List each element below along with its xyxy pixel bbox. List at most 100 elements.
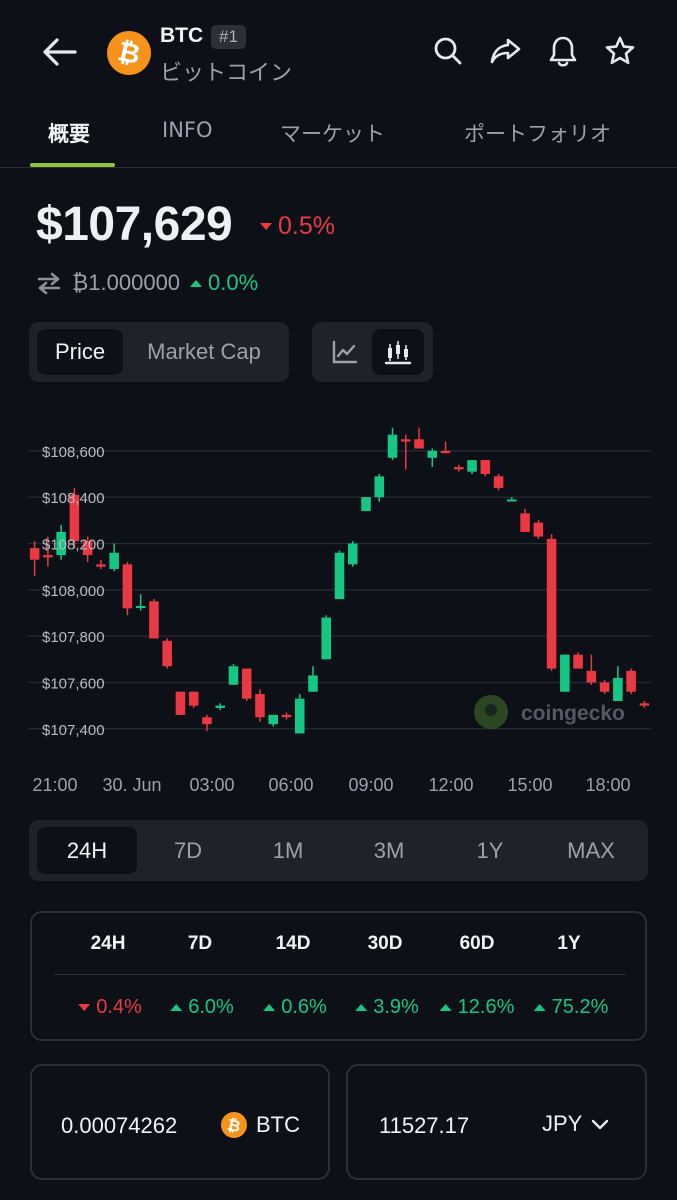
caret-down-icon bbox=[260, 223, 272, 230]
fiat-converter-field[interactable]: 11527.17 JPY bbox=[346, 1064, 647, 1180]
perf-value-1y: 75.2% bbox=[533, 996, 608, 1019]
price-toggle-button[interactable]: Price bbox=[37, 329, 123, 375]
candle-body bbox=[202, 717, 212, 725]
x-tick-label: 03:00 bbox=[189, 775, 234, 795]
candle-body bbox=[135, 606, 146, 609]
candle-body bbox=[228, 666, 239, 685]
tab-markets[interactable]: マーケット bbox=[280, 122, 385, 146]
btc-change-value: 0.0% bbox=[208, 270, 259, 295]
perf-label-60d: 60D bbox=[459, 933, 495, 954]
bitcoin-logo-icon: ₿ bbox=[107, 31, 151, 75]
active-tab-indicator bbox=[30, 163, 115, 167]
candle-body bbox=[440, 450, 451, 454]
price-change-value: 0.5% bbox=[278, 212, 335, 240]
swap-arrows-icon[interactable] bbox=[36, 271, 62, 295]
candle-body bbox=[546, 538, 557, 669]
perf-label-30d: 30D bbox=[367, 933, 403, 954]
tab-bar: 概要 INFO マーケット ポートフォリオ bbox=[0, 106, 677, 168]
x-tick-label: 06:00 bbox=[268, 775, 313, 795]
tab-portfolio[interactable]: ポートフォリオ bbox=[464, 122, 611, 146]
share-icon bbox=[490, 38, 521, 64]
candle-body bbox=[29, 548, 40, 560]
fiat-unit-label: JPY bbox=[542, 1111, 583, 1136]
candle-body bbox=[361, 497, 371, 512]
candle-body bbox=[639, 703, 650, 706]
candle-body bbox=[82, 541, 93, 556]
candle-body bbox=[255, 694, 265, 718]
back-button[interactable] bbox=[38, 32, 82, 72]
candlestick-icon bbox=[384, 341, 412, 365]
candle-body bbox=[626, 670, 636, 692]
candlestick-chart-button[interactable] bbox=[372, 329, 424, 375]
candle-body bbox=[162, 640, 172, 667]
candle-body bbox=[281, 714, 292, 718]
y-tick-label: $108,600 bbox=[42, 444, 105, 461]
rank-badge: #1 bbox=[211, 25, 246, 49]
share-button[interactable] bbox=[488, 33, 524, 69]
candle-body bbox=[308, 675, 318, 692]
range-7d-button[interactable]: 7D bbox=[173, 837, 203, 863]
candle-body bbox=[149, 601, 159, 639]
perf-label-24h: 24H bbox=[90, 933, 126, 954]
svg-text:₿: ₿ bbox=[226, 1116, 243, 1136]
current-price: $107,629 bbox=[36, 198, 233, 251]
candle-body bbox=[480, 460, 491, 475]
caret-up-icon bbox=[190, 279, 203, 287]
bell-icon bbox=[549, 36, 577, 67]
watermark-text: coingecko bbox=[521, 702, 625, 725]
caret-up-icon bbox=[439, 1004, 452, 1011]
candlestick-chart: coingecko $108,600 $108,400 $108,200 $108,0… bbox=[28, 427, 651, 795]
candle-body bbox=[188, 691, 199, 706]
crypto-amount-input[interactable]: 0.00074262 bbox=[61, 1113, 178, 1138]
perf-label-1y: 1Y bbox=[557, 933, 581, 954]
metric-toggle: Price Market Cap bbox=[29, 322, 289, 382]
candle-body bbox=[599, 682, 610, 692]
candle-body bbox=[467, 460, 477, 472]
candle-body bbox=[586, 670, 597, 683]
x-tick-label: 18:00 bbox=[585, 775, 630, 795]
candle-body bbox=[454, 467, 464, 470]
range-1y-button[interactable]: 1Y bbox=[476, 837, 504, 863]
perf-value-60d: 12.6% bbox=[439, 996, 514, 1019]
caret-up-icon bbox=[533, 1004, 546, 1011]
coin-symbol: BTC bbox=[160, 24, 204, 47]
candle-body bbox=[321, 617, 332, 660]
range-1m-button[interactable]: 1M bbox=[272, 837, 304, 863]
candle-body bbox=[573, 654, 583, 669]
time-range-selector: 24H 7D 1M 3M 1Y MAX bbox=[29, 820, 648, 881]
caret-up-icon bbox=[355, 1004, 368, 1011]
price-chart[interactable]: coingecko $108,600 $108,400 $108,200 $108,0… bbox=[0, 400, 677, 810]
line-chart-icon bbox=[332, 340, 358, 364]
crypto-converter-field[interactable]: 0.00074262 ₿ BTC bbox=[30, 1064, 330, 1180]
candle-body bbox=[241, 668, 252, 699]
x-tick-label: 09:00 bbox=[348, 775, 393, 795]
y-tick-label: $107,400 bbox=[42, 722, 105, 739]
line-chart-button[interactable] bbox=[319, 329, 371, 375]
fiat-amount-input[interactable]: 11527.17 bbox=[379, 1113, 470, 1138]
candle-body bbox=[414, 439, 424, 449]
candle-body bbox=[507, 499, 517, 502]
perf-value-14d: 0.6% bbox=[263, 996, 327, 1019]
candle-body bbox=[56, 531, 66, 556]
candle-body bbox=[401, 439, 411, 442]
fiat-currency-select[interactable]: JPY bbox=[542, 1111, 610, 1137]
candle-body bbox=[347, 543, 358, 565]
candle-body bbox=[387, 434, 398, 458]
crypto-unit-label: BTC bbox=[256, 1112, 300, 1137]
favorite-button[interactable] bbox=[602, 33, 638, 69]
caret-down-icon bbox=[78, 1004, 91, 1011]
search-button[interactable] bbox=[430, 33, 466, 69]
tab-info[interactable]: INFO bbox=[162, 118, 213, 142]
perf-label-7d: 7D bbox=[187, 933, 213, 954]
market-cap-toggle-button[interactable]: Market Cap bbox=[147, 339, 261, 364]
candle-body bbox=[294, 698, 305, 734]
tab-overview[interactable]: 概要 bbox=[48, 122, 90, 146]
alert-button[interactable] bbox=[545, 33, 581, 69]
candle-body bbox=[613, 677, 623, 701]
search-icon bbox=[434, 37, 462, 65]
range-3m-button[interactable]: 3M bbox=[373, 837, 405, 863]
star-icon bbox=[605, 36, 635, 65]
range-24h-button[interactable]: 24H bbox=[37, 827, 137, 874]
range-max-button[interactable]: MAX bbox=[567, 837, 615, 863]
candle-body bbox=[122, 564, 133, 609]
